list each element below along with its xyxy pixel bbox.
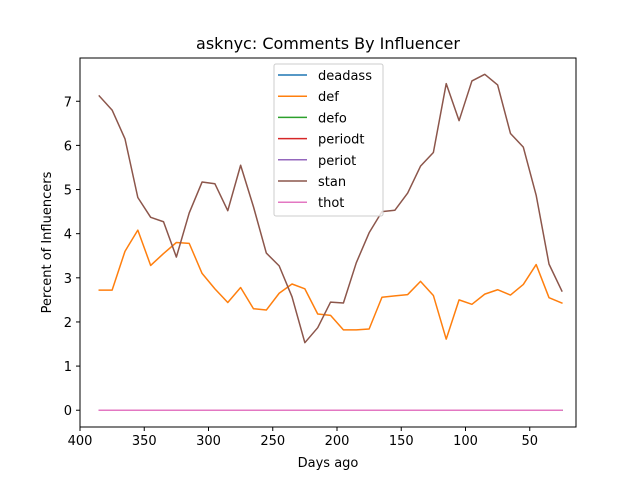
y-tick-label: 1 bbox=[64, 360, 72, 375]
legend-label-def: def bbox=[318, 90, 339, 105]
x-tick-label: 100 bbox=[453, 434, 478, 449]
x-tick-label: 300 bbox=[196, 434, 221, 449]
x-axis: 400 350 300 250 200 150 100 50 bbox=[68, 427, 538, 449]
y-tick-label: 7 bbox=[64, 95, 72, 110]
y-axis-label: Percent of Influencers bbox=[40, 171, 55, 313]
legend-label-deadass: deadass bbox=[318, 69, 372, 84]
y-tick-label: 2 bbox=[64, 316, 72, 331]
x-tick-label: 50 bbox=[521, 434, 538, 449]
legend-box bbox=[273, 63, 384, 217]
x-tick-label: 400 bbox=[68, 434, 93, 449]
legend-label-thot: thot bbox=[318, 196, 344, 211]
y-tick-label: 3 bbox=[64, 272, 72, 287]
plot-area bbox=[79, 57, 577, 428]
legend-label-periot: periot bbox=[318, 154, 356, 169]
x-tick-label: 150 bbox=[389, 434, 414, 449]
y-axis: 0 1 2 3 4 5 6 7 bbox=[64, 95, 80, 419]
legend-label-stan: stan bbox=[318, 175, 346, 190]
y-tick-label: 5 bbox=[64, 184, 72, 199]
legend-label-defo: defo bbox=[318, 111, 347, 126]
x-tick-label: 250 bbox=[260, 434, 285, 449]
x-axis-label: Days ago bbox=[298, 456, 359, 471]
legend: deadass def defo periodt periot stan thot bbox=[273, 63, 384, 217]
x-tick-label: 200 bbox=[325, 434, 350, 449]
x-tick-label: 350 bbox=[132, 434, 157, 449]
y-tick-label: 6 bbox=[64, 139, 72, 154]
series-line-stan bbox=[98, 73, 563, 344]
series-layer bbox=[98, 73, 563, 411]
y-tick-label: 4 bbox=[64, 228, 72, 243]
plot-frame bbox=[79, 57, 577, 428]
series-line-def bbox=[98, 229, 563, 340]
legend-label-periodt: periodt bbox=[318, 133, 365, 148]
y-tick-label: 0 bbox=[64, 404, 72, 419]
chart-title: asknyc: Comments By Influencer bbox=[196, 34, 460, 53]
